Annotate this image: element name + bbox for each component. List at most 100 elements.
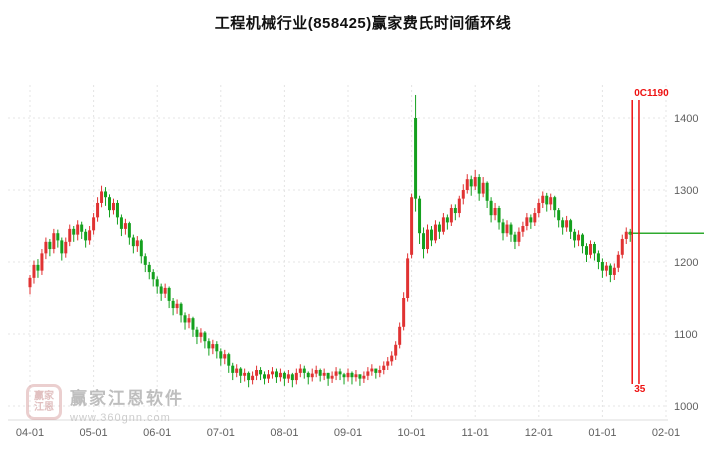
candle-body [199,332,203,337]
candle-body [211,344,215,349]
candle-body [290,374,294,381]
candle-body [497,208,501,223]
candle-body [521,226,525,232]
candle-body [231,365,235,373]
candle-body [227,354,231,366]
candle-body [60,240,64,254]
x-axis-tick-label: 10-01 [398,427,426,439]
candle-body [541,195,545,203]
candle-body [596,253,600,262]
candle-body [481,182,485,194]
candle-body [322,372,326,376]
candle-body [195,329,199,337]
candle-body [581,234,585,247]
candle-body [143,256,147,265]
candle-body [422,233,426,250]
candle-body [318,370,322,376]
candle-body [366,371,370,376]
candle-body [72,228,76,235]
candle-body [517,231,521,242]
candle-body [390,355,394,362]
candle-body [310,373,314,378]
candle-body [573,231,577,241]
candle-body [163,287,167,294]
watermark-logo-icon: 赢家 江恩 [26,384,62,420]
candle-body [274,371,278,378]
x-axis-tick-label: 06-01 [143,427,171,439]
candle-body [175,303,179,309]
candle-body [592,244,596,254]
candle-body [624,231,628,239]
y-axis-tick-label: 1400 [674,113,698,125]
candle-body [282,372,286,379]
x-axis-tick-label: 05-01 [80,427,108,439]
candle-body [394,344,398,356]
candle-body [151,272,155,280]
candle-body [147,264,151,273]
candle-body [68,228,72,242]
candle-body [616,254,620,268]
candle-body [370,368,374,372]
candle-body [465,179,469,190]
candle-body [457,198,461,214]
candle-body [505,224,509,234]
y-axis-tick-label: 1100 [674,329,698,341]
candle-body [306,372,310,378]
candle-body [461,190,465,199]
y-axis-tick-label: 1300 [674,185,698,197]
candle-body [243,372,247,376]
watermark-logo-line2: 江恩 [34,402,54,413]
candle-body [441,217,445,232]
candle-body [286,374,290,379]
candle-body [338,371,342,375]
candle-body [32,264,36,278]
candle-body [350,372,354,378]
candle-body [585,246,588,255]
candle-body [88,230,92,241]
candle-body [171,300,175,309]
candle-body [302,368,306,373]
candle-body [513,234,517,242]
candle-body [92,217,96,231]
x-axis-tick-label: 01-01 [588,427,616,439]
candle-body [314,370,318,374]
candle-body [159,286,163,294]
candle-body [44,241,48,254]
candle-body [604,265,608,271]
candle-body [501,222,505,234]
candle-body [418,198,422,234]
candle-body [402,298,406,327]
x-axis-tick-label: 02-01 [652,427,680,439]
candle-body [267,374,270,379]
candle-body [429,229,433,241]
candle-body [183,315,187,323]
candle-body [453,208,457,214]
x-axis-tick-label: 09-01 [334,427,362,439]
x-axis-tick-label: 08-01 [270,427,298,439]
candle-body [529,217,533,223]
candle-body [346,372,350,378]
candle-body [374,368,378,373]
candle-body [354,374,358,378]
candle-body [219,351,223,359]
candle-body [342,374,346,378]
candle-body [565,220,569,228]
candles-layer [28,94,632,388]
candle-body [577,234,581,241]
candle-body [358,374,362,379]
candle-body [620,238,624,255]
candle-body [96,202,100,218]
candle-body [123,223,127,229]
candle-body [223,354,227,359]
candle-body [588,244,592,255]
cycle-top-label: 0C1190 [634,88,669,99]
candle-body [569,220,573,232]
candle-body [612,267,616,275]
watermark-text: 赢家江恩软件 www.360gnn.com [70,384,184,424]
candle-body [139,240,143,257]
candle-body [239,368,243,376]
candle-body [247,372,251,381]
candle-body [104,191,108,198]
candle-body [84,231,88,241]
